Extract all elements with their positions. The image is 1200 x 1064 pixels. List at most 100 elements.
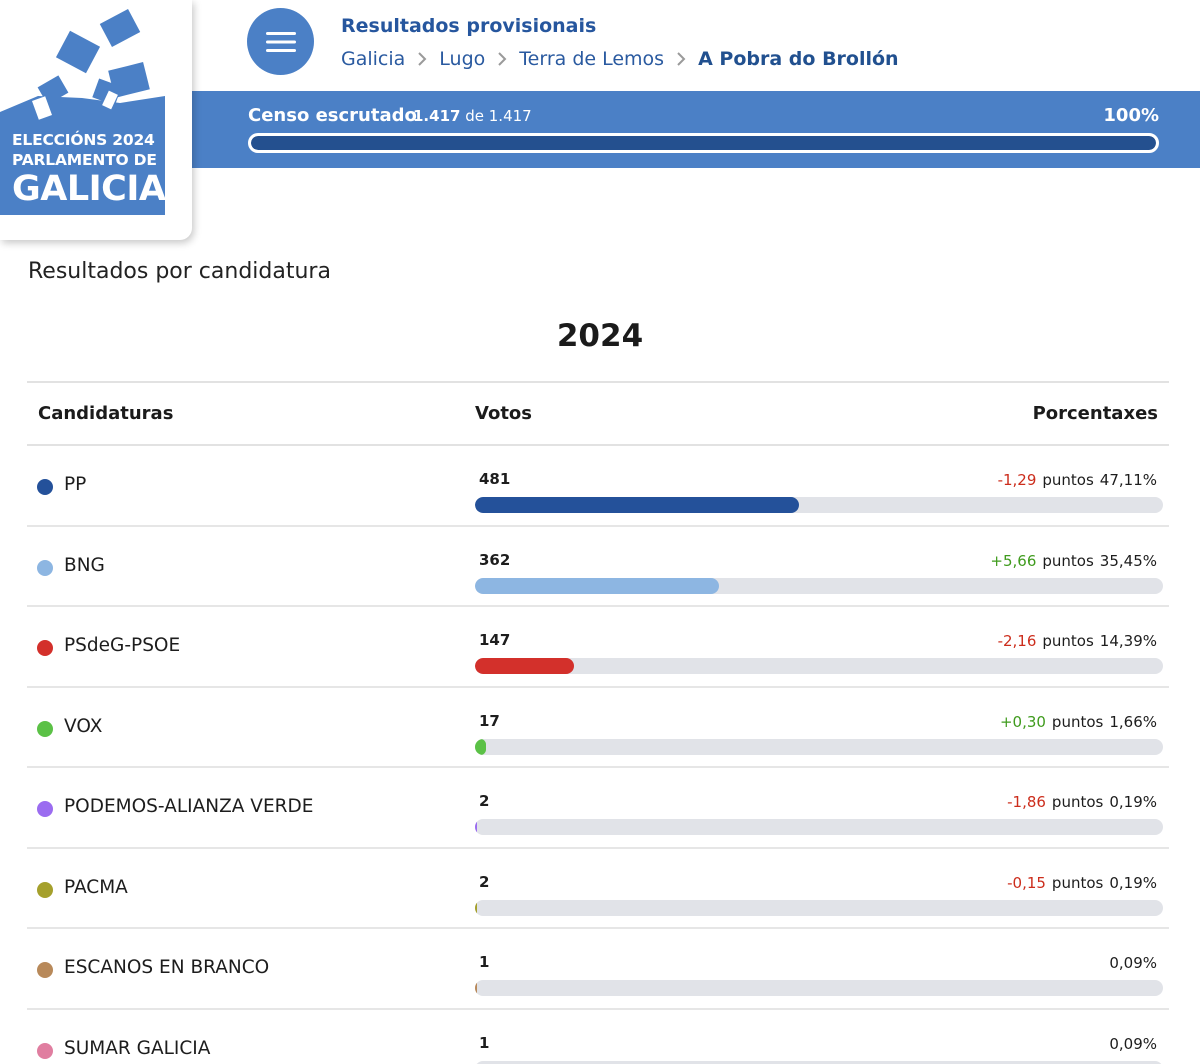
party-percent-info: -0,15 puntos 0,19% bbox=[1007, 874, 1157, 892]
points-word: puntos bbox=[1042, 471, 1094, 489]
vote-share-bar-fill bbox=[475, 658, 574, 674]
party-name: PSdeG-PSOE bbox=[64, 635, 181, 656]
breadcrumb-current: A Pobra do Brollón bbox=[698, 48, 899, 70]
table-row[interactable]: BNG 362 +5,66 puntos 35,45% bbox=[27, 527, 1169, 607]
chevron-right-icon bbox=[676, 52, 686, 66]
party-color-dot bbox=[37, 962, 53, 978]
menu-button[interactable] bbox=[247, 8, 314, 75]
percent-point-change: -1,29 bbox=[997, 471, 1037, 489]
party-percent-info: -2,16 puntos 14,39% bbox=[998, 632, 1157, 650]
column-header-percentages: Porcentaxes bbox=[1032, 403, 1158, 424]
census-progress-fill bbox=[251, 136, 1156, 150]
census-of-word: de bbox=[465, 107, 484, 125]
vote-share-bar bbox=[475, 738, 1163, 755]
vote-share-bar bbox=[475, 497, 1163, 513]
logo-line-galicia: GALICIA bbox=[12, 169, 166, 209]
breadcrumb-terra-de-lemos[interactable]: Terra de Lemos bbox=[519, 48, 665, 70]
column-header-votes: Votos bbox=[475, 403, 532, 424]
points-word: puntos bbox=[1051, 793, 1104, 811]
party-percent: 0,19% bbox=[1109, 873, 1157, 892]
section-title: Resultados por candidatura bbox=[28, 259, 331, 284]
party-votes: 2 bbox=[479, 872, 490, 891]
table-row[interactable]: PACMA 2 -0,15 puntos 0,19% bbox=[27, 849, 1169, 929]
vote-share-bar-fill bbox=[475, 819, 478, 835]
chevron-right-icon bbox=[417, 52, 427, 66]
table-row[interactable]: SUMAR GALICIA 1 0,09% bbox=[27, 1010, 1169, 1064]
ballot-box-logo-icon bbox=[0, 9, 165, 215]
chevron-right-icon bbox=[497, 52, 507, 66]
party-percent: 14,39% bbox=[1099, 632, 1157, 650]
column-header-candidates: Candidaturas bbox=[38, 403, 174, 424]
table-row[interactable]: PP 481 -1,29 puntos 47,11% bbox=[27, 446, 1169, 527]
table-row[interactable]: VOX 17 +0,30 puntos 1,66% bbox=[27, 688, 1169, 768]
vote-share-bar bbox=[475, 899, 1163, 916]
party-votes: 147 bbox=[479, 631, 511, 649]
party-votes: 481 bbox=[479, 470, 511, 488]
party-votes: 362 bbox=[479, 550, 511, 569]
party-color-dot bbox=[37, 1042, 53, 1059]
results-year: 2024 bbox=[556, 318, 644, 354]
party-color-dot bbox=[37, 720, 53, 737]
vote-share-bar bbox=[475, 1060, 1163, 1064]
party-color-dot bbox=[37, 801, 53, 817]
party-percent-info: +5,66 puntos 35,45% bbox=[990, 552, 1157, 570]
party-name: BNG bbox=[64, 554, 105, 576]
vote-share-bar-fill bbox=[475, 980, 478, 996]
logo-text: ELECCIÓNS 2024 PARLAMENTO DE GALICIA bbox=[12, 131, 166, 209]
party-color-dot bbox=[37, 881, 53, 898]
party-color-dot bbox=[37, 559, 53, 576]
party-votes: 1 bbox=[479, 953, 490, 971]
page-title: Resultados provisionais bbox=[341, 15, 597, 37]
party-color-dot bbox=[37, 479, 53, 495]
points-word: puntos bbox=[1042, 632, 1094, 650]
party-name: ESCANOS EN BRANCO bbox=[64, 957, 270, 978]
logo-line-elections: ELECCIÓNS 2024 bbox=[12, 131, 155, 149]
percent-point-change: +5,66 bbox=[990, 551, 1037, 570]
percent-point-change: -0,15 bbox=[1007, 873, 1046, 892]
party-percent: 0,19% bbox=[1109, 793, 1157, 811]
party-percent: 47,11% bbox=[1099, 471, 1157, 489]
census-label: Censo escrutado bbox=[248, 105, 417, 126]
percent-point-change: +0,30 bbox=[999, 712, 1046, 731]
census-counts: 1.417 de 1.417 bbox=[413, 107, 532, 125]
breadcrumb-galicia[interactable]: Galicia bbox=[341, 48, 406, 70]
census-band: Censo escrutado 1.417 de 1.417 100% bbox=[192, 91, 1200, 168]
table-row[interactable]: ESCANOS EN BRANCO 1 0,09% bbox=[27, 929, 1169, 1010]
party-percent-info: -1,86 puntos 0,19% bbox=[1007, 793, 1157, 811]
party-votes: 1 bbox=[479, 1033, 490, 1052]
party-name: PP bbox=[64, 474, 87, 495]
vote-share-bar bbox=[475, 819, 1163, 835]
census-progress-bar bbox=[248, 133, 1159, 153]
party-color-dot bbox=[37, 640, 53, 656]
hamburger-menu-icon bbox=[265, 31, 296, 52]
vote-share-bar-fill bbox=[475, 577, 719, 594]
party-name: SUMAR GALICIA bbox=[64, 1037, 211, 1059]
party-percent: 1,66% bbox=[1109, 712, 1157, 731]
points-word: puntos bbox=[1051, 873, 1104, 892]
breadcrumb-lugo[interactable]: Lugo bbox=[439, 48, 486, 70]
logo-card[interactable]: ELECCIÓNS 2024 PARLAMENTO DE GALICIA bbox=[0, 0, 192, 240]
table-row[interactable]: PSdeG-PSOE 147 -2,16 puntos 14,39% bbox=[27, 607, 1169, 688]
breadcrumb: Galicia Lugo Terra de Lemos A Pobra do B… bbox=[341, 48, 899, 70]
party-votes: 17 bbox=[479, 711, 500, 730]
table-header: Candidaturas Votos Porcentaxes bbox=[27, 381, 1169, 446]
percent-point-change: -1,86 bbox=[1007, 793, 1046, 811]
census-total: 1.417 bbox=[488, 107, 532, 125]
vote-share-bar bbox=[475, 577, 1163, 594]
vote-share-bar bbox=[475, 980, 1163, 996]
percent-point-change: -2,16 bbox=[997, 632, 1037, 650]
party-name: PODEMOS-ALIANZA VERDE bbox=[64, 796, 314, 817]
table-row[interactable]: PODEMOS-ALIANZA VERDE 2 -1,86 puntos 0,19% bbox=[27, 768, 1169, 849]
vote-share-bar-fill bbox=[475, 899, 478, 916]
party-percent-info: +0,30 puntos 1,66% bbox=[1000, 713, 1157, 731]
census-counted: 1.417 bbox=[413, 107, 461, 125]
party-percent-info: -1,29 puntos 47,11% bbox=[998, 471, 1157, 489]
party-name: VOX bbox=[64, 715, 103, 737]
vote-share-bar-fill bbox=[475, 497, 800, 513]
party-votes: 2 bbox=[479, 792, 490, 810]
party-percent: 0,09% bbox=[1109, 954, 1157, 972]
party-percent: 35,45% bbox=[1099, 551, 1157, 570]
vote-share-bar-fill bbox=[475, 738, 487, 755]
vote-share-bar-fill bbox=[475, 1060, 478, 1064]
table-body: PP 481 -1,29 puntos 47,11% BNG 362 +5,66 puntos 3… bbox=[27, 446, 1169, 1064]
